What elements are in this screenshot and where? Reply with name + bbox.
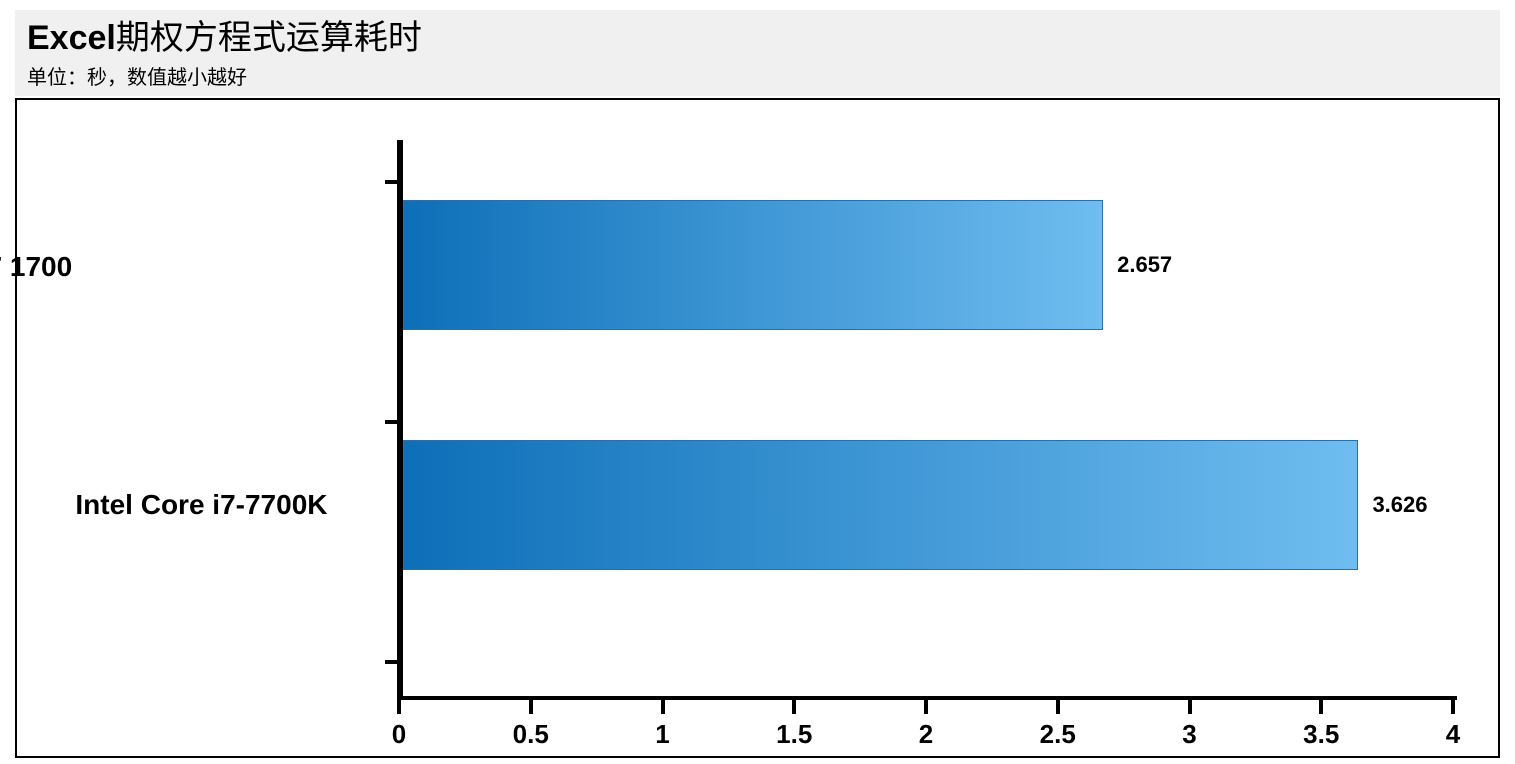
x-tick-label: 1: [655, 719, 669, 750]
x-tick: [924, 700, 928, 714]
bar-row: 2.657AMD 锐龙 7 1700: [403, 200, 1172, 330]
x-tick-label: 3.5: [1303, 719, 1339, 750]
chart-header: Excel期权方程式运算耗时 单位：秒，数值越小越好: [15, 10, 1500, 96]
x-tick-label: 0.5: [513, 719, 549, 750]
bar: [403, 440, 1358, 570]
bar: [403, 200, 1103, 330]
x-tick: [1319, 700, 1323, 714]
y-tick: [385, 660, 397, 664]
bar-row: 3.626Intel Core i7-7700K: [403, 440, 1428, 570]
x-tick: [1188, 700, 1192, 714]
x-tick: [1056, 700, 1060, 714]
plot-area: 2.657AMD 锐龙 7 1700 3.626Intel Core i7-770…: [397, 140, 1457, 700]
y-tick: [385, 420, 397, 424]
chart-subtitle: 单位：秒，数值越小越好: [27, 61, 1488, 90]
x-tick: [529, 700, 533, 714]
x-tick-label: 2.5: [1040, 719, 1076, 750]
x-tick-label: 2: [919, 719, 933, 750]
x-tick: [792, 700, 796, 714]
x-tick-label: 4: [1446, 719, 1460, 750]
title-rest-part: 期权方程式运算耗时: [116, 19, 422, 57]
bar-value: 2.657: [1117, 252, 1172, 278]
x-tick: [661, 700, 665, 714]
chart-title: Excel期权方程式运算耗时: [27, 18, 1488, 59]
x-tick-label: 3: [1182, 719, 1196, 750]
x-tick-label: 1.5: [776, 719, 812, 750]
title-bold-part: Excel: [27, 19, 116, 57]
bar-label: AMD 锐龙 7 1700: [0, 245, 72, 285]
x-tick: [1451, 700, 1455, 714]
x-tick-label: 0: [392, 719, 406, 750]
bar-value: 3.626: [1372, 492, 1427, 518]
bar-label: Intel Core i7-7700K: [0, 489, 328, 521]
x-tick: [397, 700, 401, 714]
chart-container: 2.657AMD 锐龙 7 1700 3.626Intel Core i7-770…: [15, 98, 1500, 758]
y-tick: [385, 180, 397, 184]
